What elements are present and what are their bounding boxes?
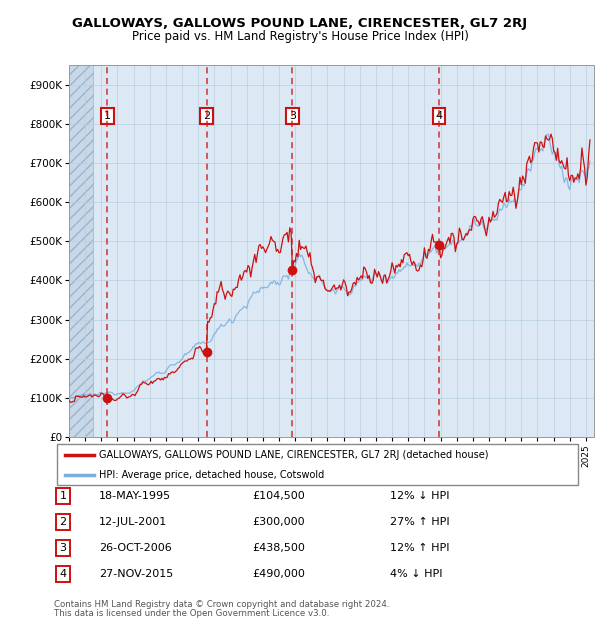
Bar <box>69 65 93 437</box>
Text: 2: 2 <box>59 517 67 527</box>
FancyBboxPatch shape <box>56 444 578 485</box>
Text: 18-MAY-1995: 18-MAY-1995 <box>99 491 171 501</box>
Text: £104,500: £104,500 <box>252 491 305 501</box>
Text: 3: 3 <box>289 111 296 121</box>
Text: 3: 3 <box>59 543 67 553</box>
Text: Price paid vs. HM Land Registry's House Price Index (HPI): Price paid vs. HM Land Registry's House … <box>131 30 469 43</box>
Text: 4% ↓ HPI: 4% ↓ HPI <box>390 569 443 579</box>
Text: 27% ↑ HPI: 27% ↑ HPI <box>390 517 449 527</box>
Text: 26-OCT-2006: 26-OCT-2006 <box>99 543 172 553</box>
Text: £300,000: £300,000 <box>252 517 305 527</box>
Text: 1: 1 <box>104 111 111 121</box>
Text: 4: 4 <box>436 111 443 121</box>
Text: 27-NOV-2015: 27-NOV-2015 <box>99 569 173 579</box>
Text: 12-JUL-2001: 12-JUL-2001 <box>99 517 167 527</box>
Text: Contains HM Land Registry data © Crown copyright and database right 2024.: Contains HM Land Registry data © Crown c… <box>54 600 389 609</box>
Text: 12% ↑ HPI: 12% ↑ HPI <box>390 543 449 553</box>
Text: 2: 2 <box>203 111 211 121</box>
Text: HPI: Average price, detached house, Cotswold: HPI: Average price, detached house, Cots… <box>99 469 324 480</box>
Text: 12% ↓ HPI: 12% ↓ HPI <box>390 491 449 501</box>
Text: GALLOWAYS, GALLOWS POUND LANE, CIRENCESTER, GL7 2RJ (detached house): GALLOWAYS, GALLOWS POUND LANE, CIRENCEST… <box>99 450 488 459</box>
Text: 4: 4 <box>59 569 67 579</box>
Text: GALLOWAYS, GALLOWS POUND LANE, CIRENCESTER, GL7 2RJ: GALLOWAYS, GALLOWS POUND LANE, CIRENCEST… <box>73 17 527 30</box>
Text: £490,000: £490,000 <box>252 569 305 579</box>
Text: 1: 1 <box>59 491 67 501</box>
Text: This data is licensed under the Open Government Licence v3.0.: This data is licensed under the Open Gov… <box>54 609 329 618</box>
Text: £438,500: £438,500 <box>252 543 305 553</box>
